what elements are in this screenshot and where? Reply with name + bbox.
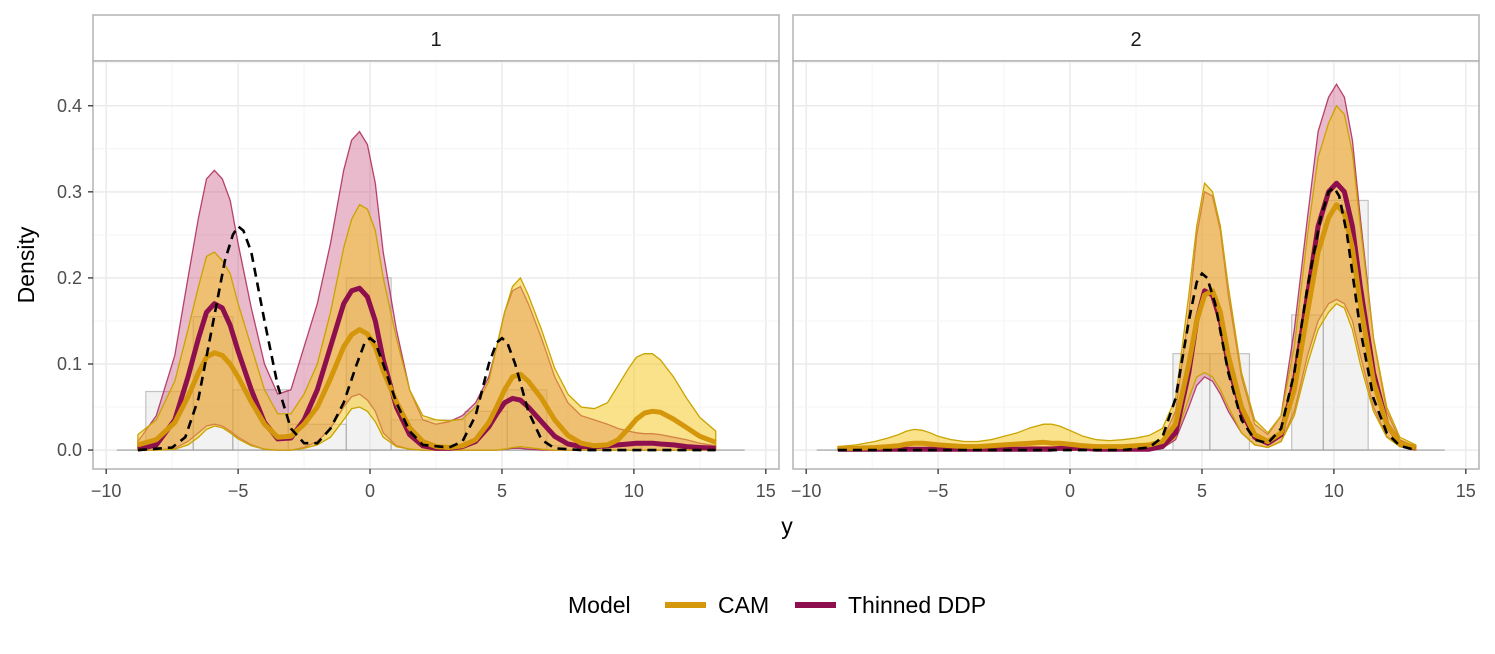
y-axis-title: Density bbox=[13, 226, 39, 303]
facet-label-2: 2 bbox=[1130, 29, 1141, 51]
line-true-density bbox=[837, 185, 1417, 452]
line-cam bbox=[837, 202, 1417, 451]
line-thinned-ddp bbox=[137, 285, 716, 452]
facet-label-1: 1 bbox=[430, 29, 441, 51]
x-tick-label: 10 bbox=[1324, 481, 1344, 501]
x-tick-label: 0 bbox=[365, 481, 375, 501]
x-tick-label: 15 bbox=[1456, 481, 1476, 501]
x-tick-label: 5 bbox=[497, 481, 507, 501]
y-tick-label: 0.1 bbox=[57, 354, 82, 374]
panel-border bbox=[92, 60, 780, 470]
x-tick-label: 15 bbox=[756, 481, 776, 501]
x-tick-label: −5 bbox=[228, 481, 249, 501]
x-tick-label: −10 bbox=[91, 481, 122, 501]
line-cam bbox=[137, 327, 717, 450]
legend: Model CAM Thinned DDP bbox=[568, 592, 986, 618]
x-tick-label: −10 bbox=[791, 481, 822, 501]
x-axis-title: y bbox=[781, 513, 793, 539]
y-tick-label: 0.4 bbox=[57, 96, 82, 116]
panel-border bbox=[792, 60, 1480, 470]
legend-label-cam: CAM bbox=[718, 592, 769, 618]
legend-title: Model bbox=[568, 592, 631, 618]
x-tick-label: 10 bbox=[624, 481, 644, 501]
y-tick-label: 0.0 bbox=[57, 440, 82, 460]
y-tick-label: 0.2 bbox=[57, 268, 82, 288]
facet-strip-2 bbox=[792, 14, 1480, 62]
x-tick-label: −5 bbox=[928, 481, 949, 501]
line-true-density bbox=[137, 224, 716, 452]
panel-2: 2 −10 −5 0 5 10 15 bbox=[791, 14, 1480, 501]
facet-strip-1 bbox=[92, 14, 780, 62]
x-tick-label: 0 bbox=[1065, 481, 1075, 501]
panel-1: 1 −10 −5 0 5 10 15 0.0 0.1 0.2 0.3 0.4 bbox=[57, 14, 780, 501]
x-tick-label: 5 bbox=[1197, 481, 1207, 501]
y-tick-label: 0.3 bbox=[57, 182, 82, 202]
legend-label-thinned-ddp: Thinned DDP bbox=[848, 592, 986, 618]
